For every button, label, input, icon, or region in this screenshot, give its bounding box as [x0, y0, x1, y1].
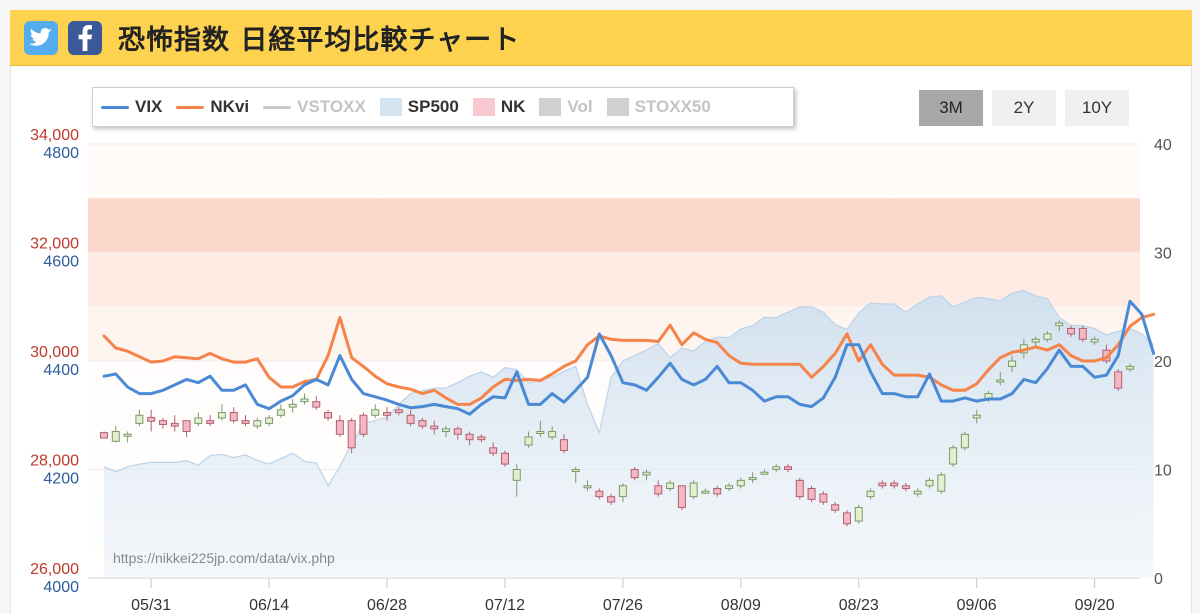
- legend-label: SP500: [407, 97, 459, 116]
- legend-label: Vol: [567, 97, 593, 116]
- chart-panel: [10, 66, 1192, 614]
- twitter-share-button[interactable]: [24, 20, 58, 55]
- chart-header: 恐怖指数 日経平均比較チャート: [10, 10, 1192, 66]
- legend-swatch: [263, 105, 292, 109]
- legend-label: VIX: [135, 97, 163, 116]
- legend-item-stoxx50[interactable]: STOXX50: [606, 97, 711, 117]
- legend-item-nk[interactable]: NK: [472, 97, 526, 117]
- range-button-3m[interactable]: 3M: [919, 90, 983, 126]
- legend-swatch: [101, 105, 129, 109]
- range-button-2y[interactable]: 2Y: [992, 90, 1056, 126]
- legend-label: NK: [500, 97, 526, 116]
- legend-item-sp500[interactable]: SP500: [379, 97, 459, 117]
- legend-swatch: [472, 98, 495, 116]
- page-title: 恐怖指数 日経平均比較チャート: [118, 25, 521, 56]
- legend-item-nkvi[interactable]: NKvi: [176, 97, 249, 117]
- legend-swatch: [176, 105, 205, 109]
- facebook-share-button[interactable]: [68, 20, 102, 55]
- legend-swatch: [379, 98, 402, 116]
- range-button-10y[interactable]: 10Y: [1065, 90, 1129, 126]
- facebook-icon: [78, 24, 92, 51]
- legend-item-vstoxx[interactable]: VSTOXX: [263, 97, 366, 117]
- legend-swatch: [606, 98, 629, 116]
- legend-item-vol[interactable]: Vol: [539, 97, 593, 117]
- legend-item-vix[interactable]: VIX: [101, 97, 162, 117]
- chart-legend: VIX NKvi VSTOXX SP500 NK Vol STOXX50: [92, 87, 794, 127]
- legend-label: STOXX50: [634, 97, 711, 116]
- twitter-icon: [29, 27, 52, 46]
- legend-label: NKvi: [210, 97, 250, 116]
- legend-label: VSTOXX: [297, 97, 366, 116]
- legend-swatch: [539, 98, 562, 116]
